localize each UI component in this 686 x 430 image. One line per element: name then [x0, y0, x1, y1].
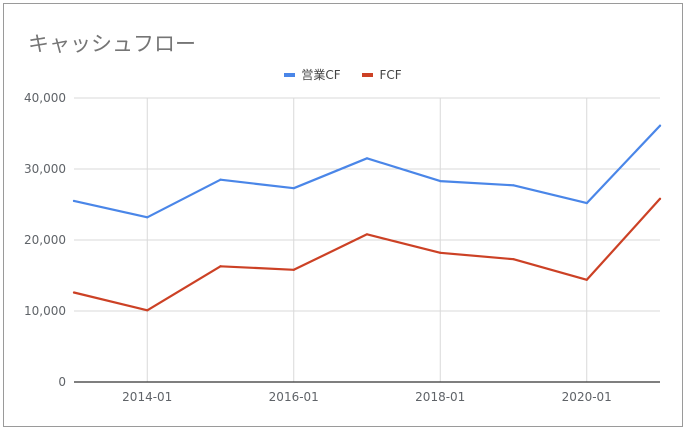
- gridlines: [74, 97, 660, 382]
- data-point-operating-cf: [365, 157, 369, 160]
- legend-item-operating-cf: 営業CF: [284, 66, 341, 83]
- y-tick-label: 30,000: [24, 162, 66, 176]
- data-point-fcf: [292, 268, 295, 271]
- data-point-operating-cf: [146, 216, 149, 219]
- y-tick-label: 40,000: [24, 91, 66, 105]
- data-point-fcf: [219, 265, 222, 268]
- y-tick-label: 0: [58, 375, 66, 389]
- data-point-operating-cf: [219, 178, 222, 181]
- legend-label-operating-cf: 営業CF: [301, 68, 341, 82]
- data-point-operating-cf: [658, 124, 662, 127]
- chart-title: キャッシュフロー: [28, 32, 196, 56]
- series-line-operating-cf: [72, 124, 662, 219]
- x-tick-label: 2020-01: [562, 390, 612, 404]
- x-tick-label: 2014-01: [122, 390, 172, 404]
- legend-label-fcf: FCF: [379, 68, 402, 82]
- data-point-operating-cf: [512, 184, 515, 187]
- data-point-fcf: [146, 309, 149, 312]
- y-tick-label: 10,000: [24, 304, 66, 318]
- data-point-operating-cf: [292, 187, 295, 190]
- x-tick-label: 2016-01: [269, 390, 319, 404]
- legend: 営業CF FCF: [4, 66, 682, 83]
- legend-item-fcf: FCF: [362, 68, 402, 82]
- data-point-fcf: [72, 291, 76, 294]
- data-point-operating-cf: [72, 199, 76, 203]
- x-axis-tick-labels: 2014-01 2016-01 2018-01 2020-01: [122, 390, 612, 404]
- series-line-fcf: [72, 197, 662, 312]
- data-point-fcf: [365, 233, 369, 236]
- series-lines: [72, 124, 662, 312]
- data-point-operating-cf: [439, 179, 442, 183]
- chart-frame: キャッシュフロー 営業CF FCF: [3, 3, 683, 427]
- data-point-fcf: [658, 197, 662, 200]
- data-point-fcf: [439, 251, 442, 254]
- legend-swatch-operating-cf: [284, 72, 296, 77]
- data-point-operating-cf: [585, 201, 588, 205]
- y-tick-label: 20,000: [24, 233, 66, 247]
- legend-swatch-fcf: [362, 72, 374, 77]
- data-point-fcf: [585, 278, 588, 281]
- x-tick-label: 2018-01: [415, 390, 465, 404]
- y-axis-tick-labels: 0 10,000 20,000 30,000 40,000: [24, 91, 66, 389]
- data-point-fcf: [512, 258, 515, 261]
